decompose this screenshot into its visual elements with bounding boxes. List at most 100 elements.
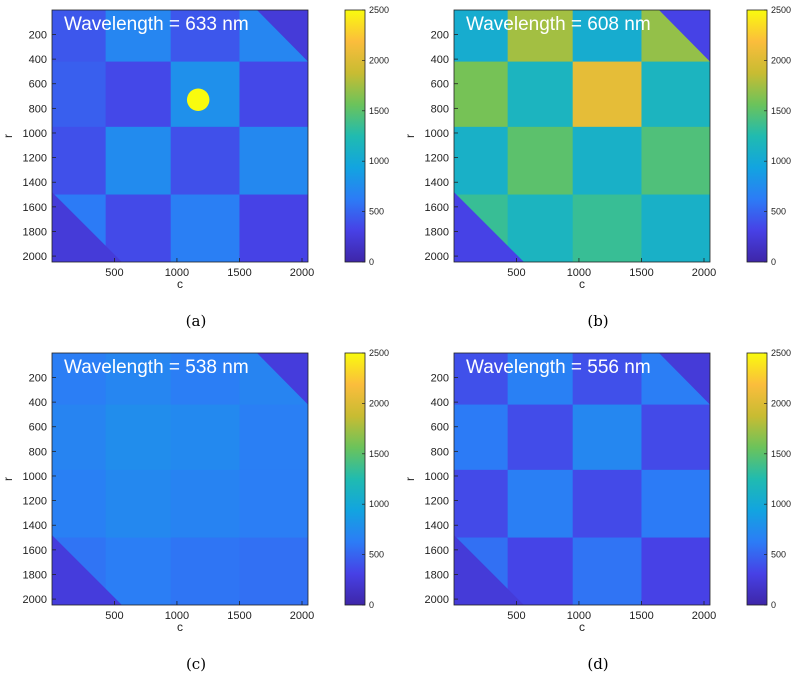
y-tick-label: 400 — [29, 54, 47, 66]
colorbar-tick-label: 1000 — [771, 499, 791, 509]
figure-caption-d: (d) — [587, 655, 609, 673]
y-tick-label: 800 — [431, 446, 449, 458]
colorbar-tick-label: 500 — [369, 550, 384, 560]
heatmap-cell — [507, 126, 574, 196]
heatmap-cell — [52, 10, 107, 63]
heatmap-cell — [507, 537, 574, 605]
colorbar-tick-label: 2500 — [369, 348, 389, 358]
y-tick-label: 1400 — [425, 177, 449, 189]
corner-shadow-bottom-left — [52, 192, 122, 262]
heatmap-cell — [52, 61, 107, 128]
colorbar-tick-label: 500 — [369, 207, 384, 217]
colorbar-tick-label: 1000 — [369, 499, 389, 509]
x-axis-label: c — [177, 277, 183, 291]
x-tick-label: 500 — [507, 610, 525, 622]
corner-shadow-bottom-left — [454, 535, 524, 605]
x-tick-label: 1500 — [629, 267, 653, 279]
heatmap-cell — [239, 61, 308, 128]
heatmap-cell — [572, 61, 643, 128]
heatmap-chart-a: 500 1000 1500 2000 200 400 600 800 1000 1200 1400 1… — [1, 5, 389, 291]
heatmap-cell — [454, 126, 509, 196]
heatmap-chart-b: 500 1000 1500 2000 200 400 600 800 1000 1200 1400 1… — [403, 5, 791, 291]
heatmap-cell — [170, 469, 241, 539]
heatmap-cell — [105, 126, 172, 196]
heatmap-cells — [454, 10, 710, 262]
colorbar-tick-label: 2500 — [771, 348, 791, 358]
y-tick-label: 1000 — [23, 128, 47, 140]
colorbar — [746, 9, 768, 263]
heatmap-cell — [170, 353, 241, 406]
y-tick-label: 1400 — [23, 177, 47, 189]
figure-caption-a: (a) — [185, 312, 207, 330]
y-tick-label: 400 — [431, 54, 449, 66]
heatmap-cell — [572, 404, 643, 471]
x-tick-label: 2000 — [290, 610, 314, 622]
heatmap-chart-c: 500 1000 1500 2000 200 400 600 800 1000 1200 1400 1… — [1, 348, 389, 634]
heatmap-cell — [239, 469, 308, 539]
corner-shadow-top-right — [256, 10, 308, 62]
y-tick-label: 800 — [431, 103, 449, 115]
heatmap-cell — [572, 353, 643, 406]
heatmap-cell — [52, 469, 107, 539]
wavelength-annotation: Wavelength = 608 nm — [466, 14, 651, 35]
colorbar — [746, 352, 768, 606]
heatmap-cell — [641, 194, 710, 262]
y-tick-label: 2000 — [425, 251, 449, 263]
heatmap-cell — [105, 194, 172, 262]
heatmap-cell — [454, 469, 509, 539]
colorbar-tick-label: 1500 — [771, 106, 791, 116]
y-tick-label: 1000 — [425, 128, 449, 140]
y-tick-label: 2000 — [23, 251, 47, 263]
x-tick-label: 1500 — [227, 267, 251, 279]
heatmap-cell — [641, 537, 710, 605]
y-tick-label: 400 — [29, 397, 47, 409]
y-tick-label: 600 — [431, 422, 449, 434]
heatmap-cell — [105, 10, 172, 63]
x-tick-label: 1500 — [629, 610, 653, 622]
y-tick-label: 600 — [29, 79, 47, 91]
y-tick-label: 1200 — [425, 153, 449, 165]
colorbar — [344, 352, 366, 606]
heatmap-cell — [105, 537, 172, 605]
y-tick-label: 200 — [431, 29, 449, 41]
heatmap-cell — [507, 194, 574, 262]
y-tick-label: 800 — [29, 103, 47, 115]
heatmap-cell — [507, 353, 574, 406]
y-tick-label: 1600 — [23, 202, 47, 214]
heatmap-cell — [572, 469, 643, 539]
y-tick-label: 1200 — [23, 496, 47, 508]
y-tick-label: 1800 — [23, 226, 47, 238]
colorbar-tick-label: 0 — [369, 600, 374, 610]
heatmap-cell — [239, 537, 308, 605]
y-tick-label: 600 — [431, 79, 449, 91]
colorbar-tick-label: 1500 — [369, 449, 389, 459]
x-tick-label: 500 — [105, 267, 123, 279]
heatmap-cell — [170, 10, 241, 63]
heatmap-cell — [52, 353, 107, 406]
x-axis-label: c — [177, 620, 183, 634]
heatmap-cell — [641, 469, 710, 539]
colorbar-tick-label: 1000 — [369, 156, 389, 166]
heatmap-cell — [641, 61, 710, 128]
x-tick-label: 1000 — [567, 267, 591, 279]
colorbar-tick-label: 2500 — [369, 5, 389, 15]
heatmap-cell — [170, 537, 241, 605]
plot-frame — [51, 352, 309, 606]
y-tick-label: 2000 — [23, 594, 47, 606]
colorbar-tick-label: 0 — [771, 257, 776, 267]
x-tick-label: 1000 — [567, 610, 591, 622]
heatmap-cell — [641, 404, 710, 471]
y-axis-label: r — [1, 477, 15, 481]
y-tick-label: 1400 — [23, 520, 47, 532]
wavelength-annotation: Wavelength = 556 nm — [466, 357, 651, 378]
heatmap-panel-d: 500 1000 1500 2000 200 400 600 800 1000 1200 1400 1… — [402, 343, 804, 683]
wavelength-annotation: Wavelength = 538 nm — [64, 357, 249, 378]
heatmap-cells — [52, 353, 308, 605]
heatmap-cell — [507, 404, 574, 471]
colorbar-tick-label: 1500 — [369, 106, 389, 116]
heatmap-cells — [454, 353, 710, 605]
heatmap-cell — [170, 126, 241, 196]
x-axis-label: c — [579, 277, 585, 291]
y-tick-label: 200 — [29, 372, 47, 384]
y-tick-label: 1000 — [23, 471, 47, 483]
